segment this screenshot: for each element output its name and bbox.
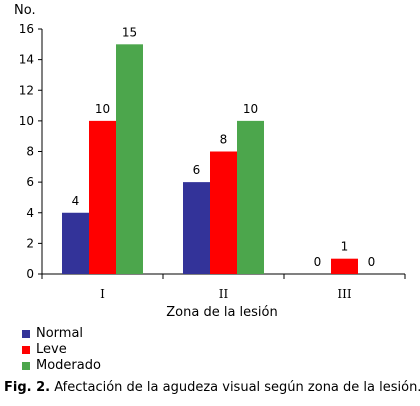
data-label: 1: [341, 240, 349, 254]
bar: [237, 120, 264, 274]
x-tick-label: III: [337, 287, 351, 301]
x-tick-label: I: [100, 287, 105, 301]
bar: [183, 182, 210, 274]
legend-item: Leve: [22, 342, 101, 358]
legend-swatch: [22, 362, 30, 370]
data-label: 0: [368, 255, 376, 269]
y-tick-label: 12: [19, 83, 34, 97]
data-label: 6: [193, 163, 201, 177]
legend-swatch: [22, 346, 30, 354]
y-tick-label: 2: [26, 236, 34, 250]
legend-label: Leve: [36, 342, 67, 357]
legend-label: Normal: [36, 326, 84, 341]
y-tick-label: 6: [26, 175, 34, 189]
legend-item: Normal: [22, 326, 101, 342]
bar: [89, 120, 116, 274]
y-tick-label: 10: [19, 114, 34, 128]
chart-bars: [62, 44, 358, 274]
legend-label: Moderado: [36, 358, 101, 373]
legend-item: Moderado: [22, 358, 101, 374]
y-tick-label: 0: [26, 267, 34, 281]
x-axis-title: Zona de la lesión: [166, 305, 277, 320]
bar: [210, 151, 237, 274]
y-axis-title: No.: [14, 3, 36, 18]
chart-legend: Normal Leve Moderado: [22, 326, 101, 374]
bar: [116, 44, 143, 274]
y-tick-label: 8: [26, 145, 34, 159]
legend-swatch: [22, 330, 30, 338]
bar: [331, 258, 358, 274]
figure-caption: Fig. 2. Afectación de la agudeza visual …: [4, 380, 420, 395]
y-tick-label: 16: [19, 22, 34, 36]
data-label: 15: [122, 25, 137, 39]
caption-label: Fig. 2.: [4, 380, 51, 395]
data-label: 10: [95, 102, 110, 116]
y-tick-label: 4: [26, 206, 34, 220]
bar: [62, 212, 89, 274]
data-label: 10: [243, 102, 258, 116]
data-label: 4: [72, 194, 80, 208]
data-label: 8: [220, 133, 228, 147]
y-tick-label: 14: [19, 53, 34, 67]
x-tick-label: II: [219, 287, 229, 301]
data-label: 0: [314, 255, 322, 269]
caption-text: Afectación de la agudeza visual según zo…: [50, 380, 420, 395]
